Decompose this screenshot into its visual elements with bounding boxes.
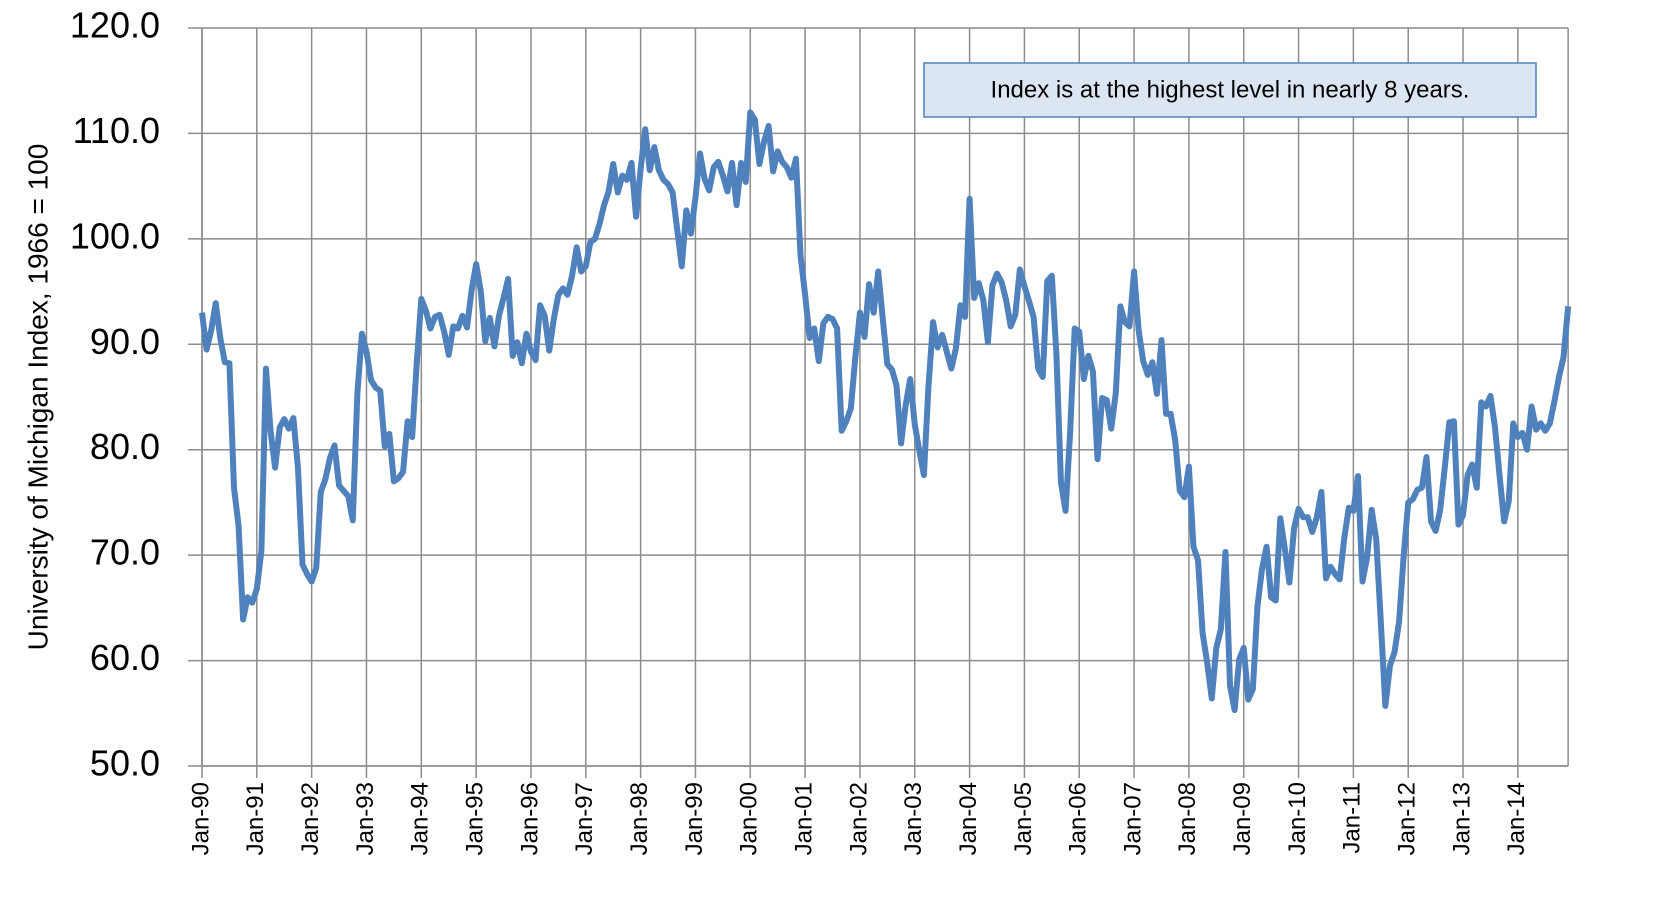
y-tick-label: 80.0 xyxy=(90,426,160,467)
x-tick-label: Jan-13 xyxy=(1448,782,1475,855)
y-tick-label: 110.0 xyxy=(73,110,160,151)
x-tick-label: Jan-11 xyxy=(1339,782,1366,854)
x-tick-label: Jan-08 xyxy=(1174,782,1201,855)
annotation-box xyxy=(923,62,1537,118)
x-tick-label: Jan-00 xyxy=(736,782,763,855)
data-line xyxy=(199,109,1572,714)
x-tick-label: Jan-10 xyxy=(1284,782,1311,855)
x-tick-label: Jan-96 xyxy=(516,782,543,855)
x-tick-label: Jan-92 xyxy=(297,782,324,855)
x-tick-label: Jan-97 xyxy=(571,782,598,855)
x-tick-label: Jan-04 xyxy=(955,782,982,855)
annotation: Index is at the highest level in nearly … xyxy=(991,76,1470,103)
x-tick-label: Jan-14 xyxy=(1503,782,1530,855)
x-tick-label: Jan-93 xyxy=(352,782,379,855)
x-tick-label: Jan-01 xyxy=(790,782,817,855)
x-tick-label: Jan-94 xyxy=(407,782,434,855)
y-tick-label: 100.0 xyxy=(70,215,160,256)
y-tick-label: 70.0 xyxy=(90,532,160,573)
x-tick-label: Jan-05 xyxy=(1010,782,1037,855)
x-tick-label: Jan-95 xyxy=(461,782,488,855)
x-tick-label: Jan-09 xyxy=(1229,782,1256,855)
x-tick-label: Jan-06 xyxy=(1065,782,1092,855)
x-tick-label: Jan-91 xyxy=(242,782,269,855)
y-axis-label: University of Michigan Index, 1966 = 100 xyxy=(22,144,53,651)
x-tick-label: Jan-02 xyxy=(845,782,872,855)
x-tick-label: Jan-07 xyxy=(1119,782,1146,855)
x-tick-label: Jan-12 xyxy=(1394,782,1421,855)
y-tick-label: 60.0 xyxy=(90,637,160,678)
x-tick-label: Jan-90 xyxy=(187,782,214,855)
x-tick-label: Jan-03 xyxy=(900,782,927,855)
y-tick-label: 120.0 xyxy=(70,5,160,46)
x-tick-label: Jan-99 xyxy=(681,782,708,855)
y-tick-label: 50.0 xyxy=(90,743,160,784)
y-tick-label: 90.0 xyxy=(90,321,160,362)
x-tick-label: Jan-98 xyxy=(626,782,653,855)
